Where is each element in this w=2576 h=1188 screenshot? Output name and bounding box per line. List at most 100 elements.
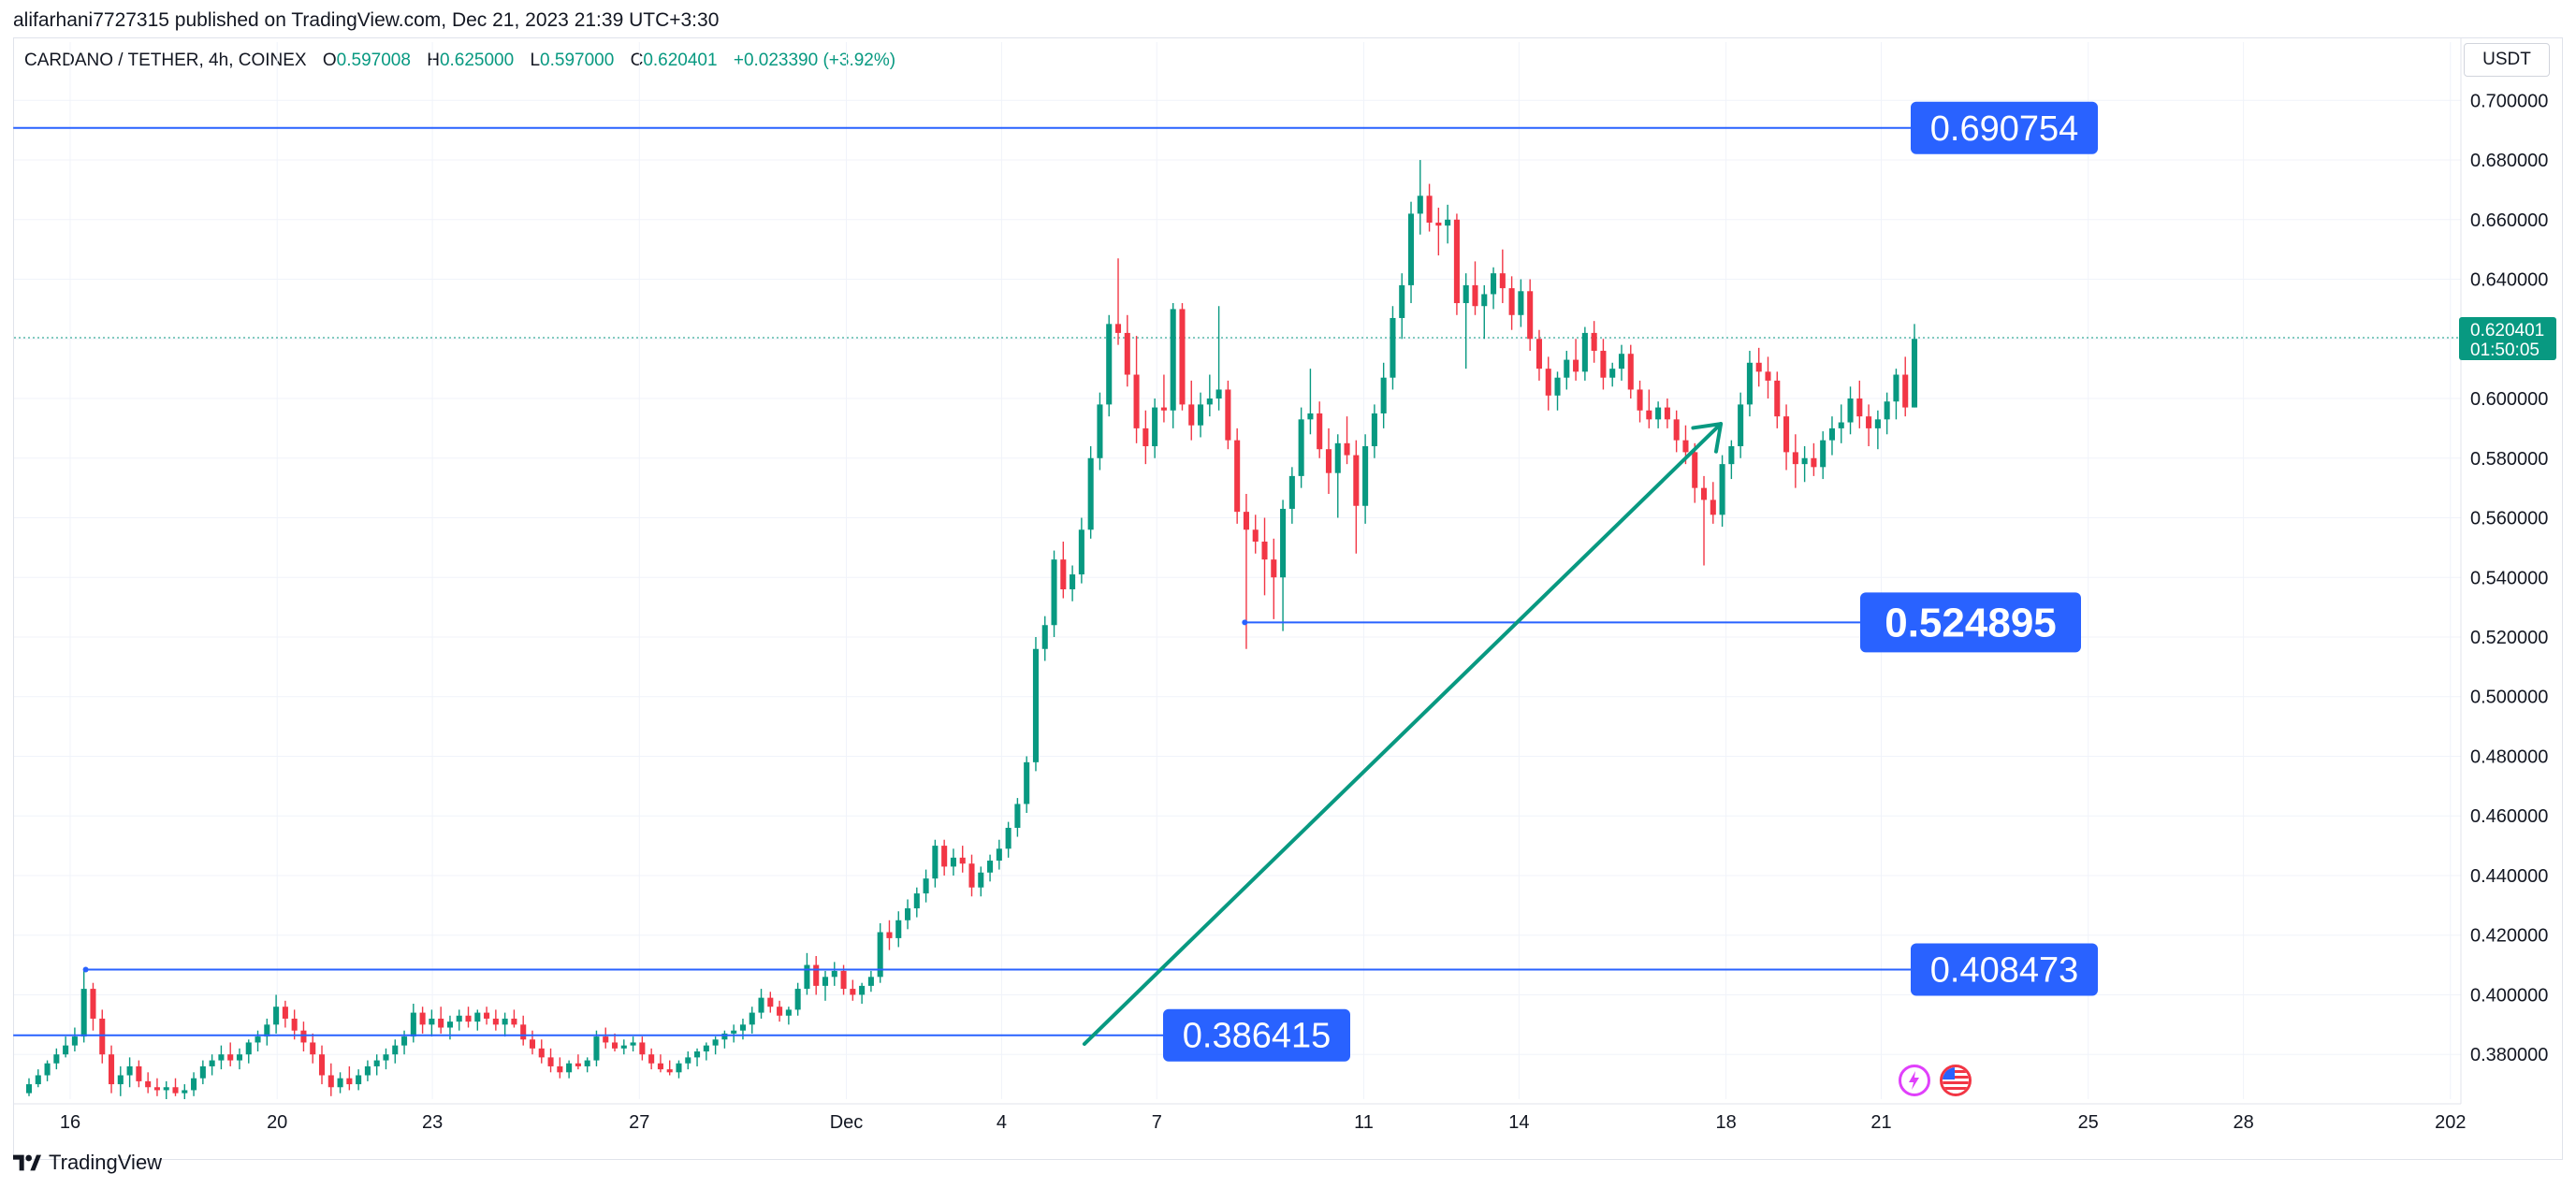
candle-body [310, 1042, 316, 1055]
candle [364, 1060, 371, 1081]
candle-body [1243, 512, 1249, 530]
candle-body [593, 1036, 600, 1061]
candle [603, 1027, 609, 1049]
candle [1317, 401, 1323, 458]
last-price-tag-bg [2459, 317, 2556, 361]
candle [822, 970, 829, 1001]
candle-body [968, 863, 975, 888]
candle [1280, 500, 1287, 631]
candle [1545, 356, 1551, 411]
candle [71, 1027, 78, 1052]
candle [1527, 279, 1534, 352]
candle [666, 1060, 673, 1076]
candle-body [895, 920, 902, 938]
candle-body [1609, 369, 1616, 378]
candle-body [109, 1054, 115, 1085]
candle [484, 1007, 490, 1025]
trendline[interactable] [1082, 422, 1724, 1047]
candle-body [1774, 380, 1781, 417]
candle [1070, 565, 1076, 601]
candle-body [1307, 413, 1314, 420]
candle-body [429, 1018, 435, 1025]
candle [1371, 404, 1377, 458]
candle [346, 1065, 353, 1091]
candle [53, 1048, 60, 1070]
candle-body [1298, 419, 1304, 476]
candle [1856, 380, 1863, 428]
level-0.408473[interactable]: 0.408473 [82, 943, 2098, 996]
candle-body [255, 1036, 261, 1043]
candle-body [1692, 452, 1698, 488]
candle-body [666, 1069, 673, 1073]
candle [511, 1009, 517, 1028]
close-value: 0.620401 [643, 51, 718, 70]
candle [209, 1054, 215, 1076]
candle-body [1591, 332, 1597, 352]
level-0.524895[interactable]: 0.524895 [1242, 592, 2081, 653]
candle-body [1783, 416, 1790, 453]
level-anchor [82, 966, 89, 973]
candle [117, 1065, 124, 1096]
candle-body [1014, 804, 1021, 828]
candle-body [1600, 351, 1607, 378]
candle [1041, 616, 1048, 661]
candle [529, 1030, 536, 1055]
change-value: +0.023390 (+3.92%) [733, 51, 896, 70]
level-0.690754[interactable]: 0.690754 [13, 101, 2098, 154]
footer-brand[interactable]: TradingView [13, 1151, 162, 1175]
footer-brand-label: TradingView [49, 1151, 163, 1174]
candle [264, 1018, 270, 1046]
candle-body [327, 1075, 334, 1088]
candle-body [566, 1063, 573, 1073]
candle [255, 1030, 261, 1052]
candle-body [1417, 196, 1423, 214]
symbol-name[interactable]: CARDANO / TETHER, 4h, COINEX [24, 51, 307, 70]
candle-body [547, 1057, 554, 1066]
price-tick-label: 0.580000 [2470, 449, 2548, 470]
candle [904, 899, 911, 930]
candle [1288, 467, 1295, 524]
candle-body [1535, 339, 1542, 369]
candle [1198, 392, 1204, 438]
candle [630, 1036, 636, 1052]
candle [465, 1007, 472, 1028]
candle-body [163, 1087, 169, 1091]
candle [1618, 344, 1625, 381]
candle [813, 956, 820, 995]
candle-body [1060, 559, 1067, 589]
candle [1673, 410, 1680, 453]
candle [584, 1057, 590, 1073]
candle-body [1106, 324, 1113, 405]
level-0.386415[interactable]: 0.386415 [13, 1008, 1350, 1062]
candle [886, 920, 893, 950]
candle-body [978, 872, 984, 888]
candle [593, 1030, 600, 1066]
candle-body [1271, 559, 1277, 578]
currency-button[interactable]: USDT [2464, 43, 2550, 77]
candle [1491, 267, 1497, 310]
candle [867, 970, 874, 992]
candle-body [1051, 559, 1057, 626]
candle [676, 1060, 682, 1079]
candle-body [383, 1054, 389, 1061]
price-tick-label: 0.640000 [2470, 270, 2548, 291]
candle [1874, 410, 1881, 450]
candle-body [1811, 457, 1817, 468]
candle [1417, 160, 1423, 235]
candle [300, 1021, 307, 1052]
candle [538, 1039, 545, 1064]
candle-body [511, 1018, 517, 1025]
price-tick-label: 0.400000 [2470, 985, 2548, 1006]
candle-body [1664, 407, 1670, 420]
candle [90, 982, 96, 1031]
candle-body [1499, 273, 1506, 289]
candle [1581, 326, 1588, 381]
us-flag-icon[interactable] [1940, 1065, 1972, 1096]
candle [1655, 401, 1662, 428]
price-tick-label: 0.560000 [2470, 509, 2548, 529]
horizontal-levels[interactable]: 0.690754 0.524895 0.408473 0.386415 [13, 101, 2098, 1062]
time-tick-label: 16 [60, 1112, 80, 1133]
lightning-event-icon[interactable] [1899, 1065, 1930, 1096]
candle [1664, 398, 1670, 428]
